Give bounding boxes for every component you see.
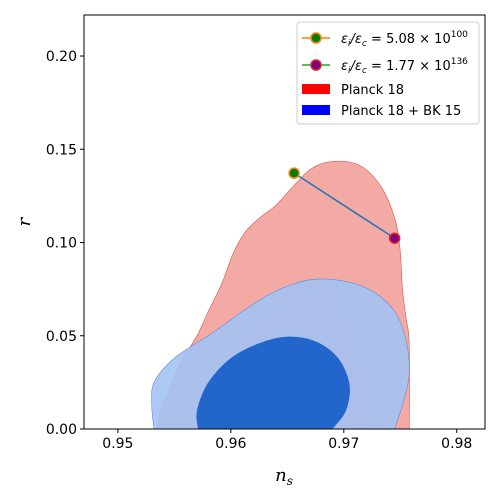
y-tick-label: 0.10 bbox=[46, 236, 77, 252]
legend-label: Planck 18 + BK 15 bbox=[341, 104, 461, 119]
x-axis-label: ns bbox=[275, 465, 293, 488]
contour-regions bbox=[151, 160, 410, 430]
legend-patch-swatch bbox=[302, 105, 330, 115]
legend-patch-swatch bbox=[302, 84, 330, 94]
data-markers bbox=[288, 167, 401, 244]
y-tick-label: 0.05 bbox=[46, 329, 77, 345]
x-tick-label: 0.97 bbox=[328, 436, 359, 452]
series-1-point bbox=[288, 167, 300, 179]
x-tick-label: 0.96 bbox=[215, 436, 246, 452]
legend-box bbox=[296, 21, 480, 125]
legend-label: εi/εc = 5.08 × 10100 bbox=[341, 30, 468, 49]
x-axis-ticks: 0.95 0.96 0.97 0.98 bbox=[102, 429, 472, 452]
legend-label: Planck 18 bbox=[341, 83, 404, 98]
y-tick-label: 0.15 bbox=[46, 142, 77, 158]
legend-label: εi/εc = 1.77 × 10136 bbox=[341, 57, 468, 76]
x-tick-label: 0.98 bbox=[441, 436, 472, 452]
y-axis-label: r bbox=[14, 216, 35, 226]
y-axis-ticks: 0.00 0.05 0.10 0.15 0.20 bbox=[46, 49, 84, 438]
series-2-point bbox=[388, 232, 401, 244]
series-line bbox=[293, 172, 396, 239]
legend-marker-swatch bbox=[310, 32, 322, 44]
legend-marker-swatch bbox=[310, 59, 322, 71]
y-tick-label: 0.20 bbox=[46, 49, 77, 65]
plot-frame bbox=[83, 14, 486, 430]
legend: εi/εc = 5.08 × 10100 εi/εc = 1.77 × 10136… bbox=[296, 21, 480, 125]
series-connector bbox=[293, 172, 396, 239]
x-tick-label: 0.95 bbox=[102, 436, 133, 452]
planck18-bk15-inner-contour bbox=[196, 336, 350, 429]
y-tick-label: 0.00 bbox=[46, 422, 77, 438]
